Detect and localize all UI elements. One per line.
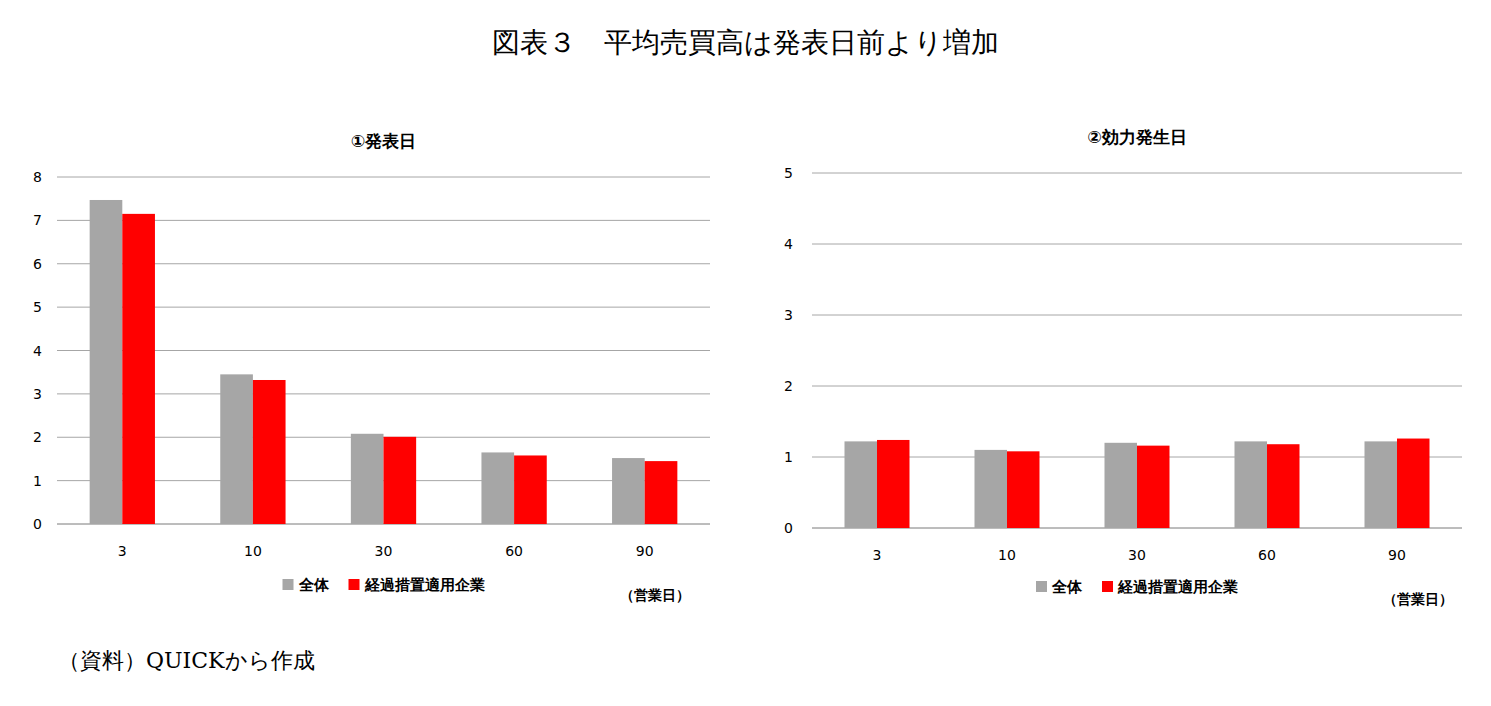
y-tick-label: 0: [784, 520, 793, 536]
y-tick-label: 6: [33, 256, 42, 272]
bar: [1137, 446, 1170, 528]
bar: [1235, 441, 1268, 528]
legend: 全体 経過措置適用企業: [283, 576, 485, 594]
legend-swatch: [349, 579, 360, 590]
grid-line: [812, 315, 1462, 316]
x-tick-label: 60: [505, 543, 523, 559]
x-axis-label: （営業日）: [1383, 591, 1453, 607]
y-tick-label: 3: [33, 386, 42, 402]
bar: [253, 380, 286, 524]
y-tick-label: 4: [784, 236, 793, 252]
bars: [90, 200, 678, 524]
chart: ①発表日 0 1 2 3 4 5 6 7 8 3 10 30 60 90 （営業日） 全体 経過措置適用企業: [33, 131, 710, 603]
bar: [481, 452, 514, 524]
grid-line: [812, 173, 1462, 174]
bar: [90, 200, 123, 524]
legend-label: 経過措置適用企業: [1117, 578, 1238, 596]
x-tick-label: 3: [873, 547, 882, 563]
x-axis-label: （営業日）: [620, 587, 690, 603]
x-tick-label: 90: [636, 543, 654, 559]
source-note: （資料）QUICKから作成: [58, 648, 315, 673]
bar: [1007, 451, 1040, 528]
bar: [384, 437, 417, 524]
bar: [220, 374, 253, 524]
grid-line: [57, 177, 710, 178]
y-tick-label: 2: [784, 378, 793, 394]
y-tick-label: 4: [33, 343, 42, 359]
bars: [845, 439, 1430, 528]
legend-label: 経過措置適用企業: [364, 576, 485, 594]
bar: [845, 441, 878, 528]
figure: 図表３ 平均売買高は発表日前より増加 （資料）QUICKから作成 ①発表日 0 1 2 3 4…: [0, 0, 1491, 706]
x-tick-label: 3: [118, 543, 127, 559]
figure-title: 図表３ 平均売買高は発表日前より増加: [492, 26, 999, 59]
y-tick-label: 5: [784, 165, 793, 181]
bar: [645, 461, 678, 524]
y-tick-label: 3: [784, 307, 793, 323]
y-tick-label: 1: [33, 473, 42, 489]
bar: [514, 455, 547, 524]
y-tick-label: 0: [33, 516, 42, 532]
legend-label: 全体: [1051, 578, 1083, 596]
x-tick-label: 30: [1128, 547, 1146, 563]
bar: [122, 214, 155, 524]
y-tick-label: 1: [784, 449, 793, 465]
bar: [1397, 439, 1430, 528]
y-tick-label: 7: [33, 212, 42, 228]
x-tick-label: 10: [244, 543, 262, 559]
legend-swatch: [1102, 581, 1113, 592]
chart-title: ①発表日: [351, 131, 416, 151]
legend: 全体 経過措置適用企業: [1036, 578, 1238, 596]
y-tick-label: 5: [33, 299, 42, 315]
chart-title: ②効力発生日: [1087, 127, 1186, 147]
x-tick-label: 30: [375, 543, 393, 559]
bar: [1267, 444, 1300, 528]
bar: [975, 450, 1008, 528]
legend-swatch: [283, 579, 294, 590]
x-tick-label: 90: [1388, 547, 1406, 563]
bar: [351, 434, 384, 524]
bar: [1105, 443, 1138, 528]
chart: ②効力発生日 0 1 2 3 4 5 3 10 30 60 90 （営業日） 全体 経過措置適用企業: [784, 127, 1462, 607]
bar: [1365, 441, 1398, 528]
legend-label: 全体: [298, 576, 330, 594]
y-tick-label: 2: [33, 429, 42, 445]
bar: [612, 458, 645, 524]
x-tick-label: 60: [1258, 547, 1276, 563]
grid-line: [812, 244, 1462, 245]
y-tick-label: 8: [33, 169, 42, 185]
x-tick-label: 10: [998, 547, 1016, 563]
legend-swatch: [1036, 581, 1047, 592]
bar: [877, 440, 910, 528]
grid-line: [812, 386, 1462, 387]
